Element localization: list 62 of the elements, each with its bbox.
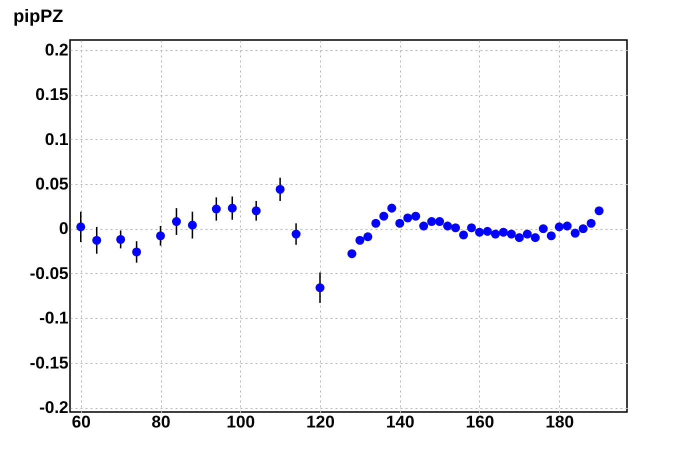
point <box>252 206 261 216</box>
point <box>172 217 181 226</box>
point <box>554 222 564 232</box>
point <box>570 228 580 238</box>
point <box>76 222 86 232</box>
y-tick-label: 0.1 <box>44 130 68 149</box>
point <box>292 230 301 239</box>
point <box>546 231 556 240</box>
x-tick-label: 80 <box>152 412 170 432</box>
y-tick-label: -0.1 <box>39 308 68 328</box>
point <box>506 230 516 239</box>
x-tick-label: 180 <box>546 412 574 432</box>
point <box>419 222 428 230</box>
point <box>443 222 452 230</box>
x-tick-label: 60 <box>72 412 91 432</box>
point <box>482 226 492 236</box>
point <box>514 233 524 242</box>
point <box>427 217 436 226</box>
point <box>92 236 102 245</box>
point <box>411 212 420 221</box>
y-tick-label: 0.05 <box>35 174 68 194</box>
y-tick-label: 0.2 <box>44 40 68 60</box>
point <box>188 220 197 230</box>
point <box>116 234 126 244</box>
point <box>467 223 476 232</box>
chart-title: pipPZ <box>13 6 64 26</box>
point <box>475 228 484 237</box>
point <box>459 230 468 240</box>
point <box>132 247 142 256</box>
point <box>578 224 588 234</box>
point <box>403 213 412 222</box>
y-tick-label: 0.15 <box>35 85 68 104</box>
point <box>451 223 460 232</box>
y-tick-label: -0.2 <box>39 398 68 418</box>
point <box>538 224 548 234</box>
point <box>530 233 540 242</box>
point <box>363 232 372 242</box>
point <box>387 204 396 213</box>
x-tick-label: 120 <box>306 412 335 432</box>
point <box>594 206 604 216</box>
y-tick-label: 0 <box>59 219 68 238</box>
point <box>347 249 356 258</box>
y-tick-label: -0.15 <box>30 353 68 372</box>
point <box>156 231 165 240</box>
point <box>355 236 364 245</box>
point <box>395 218 404 228</box>
y-tick-label: -0.05 <box>30 264 68 283</box>
x-tick-label: 160 <box>466 412 494 432</box>
point <box>586 218 596 228</box>
point <box>562 222 572 230</box>
x-tick-label: 140 <box>386 412 414 432</box>
point <box>490 230 500 239</box>
x-tick-label: 100 <box>226 412 255 432</box>
point <box>498 228 508 237</box>
point <box>435 217 444 226</box>
point <box>379 212 388 221</box>
point <box>316 283 324 292</box>
point <box>522 230 532 239</box>
point <box>212 204 221 214</box>
point <box>228 204 237 213</box>
point <box>276 184 285 194</box>
point <box>371 218 380 228</box>
